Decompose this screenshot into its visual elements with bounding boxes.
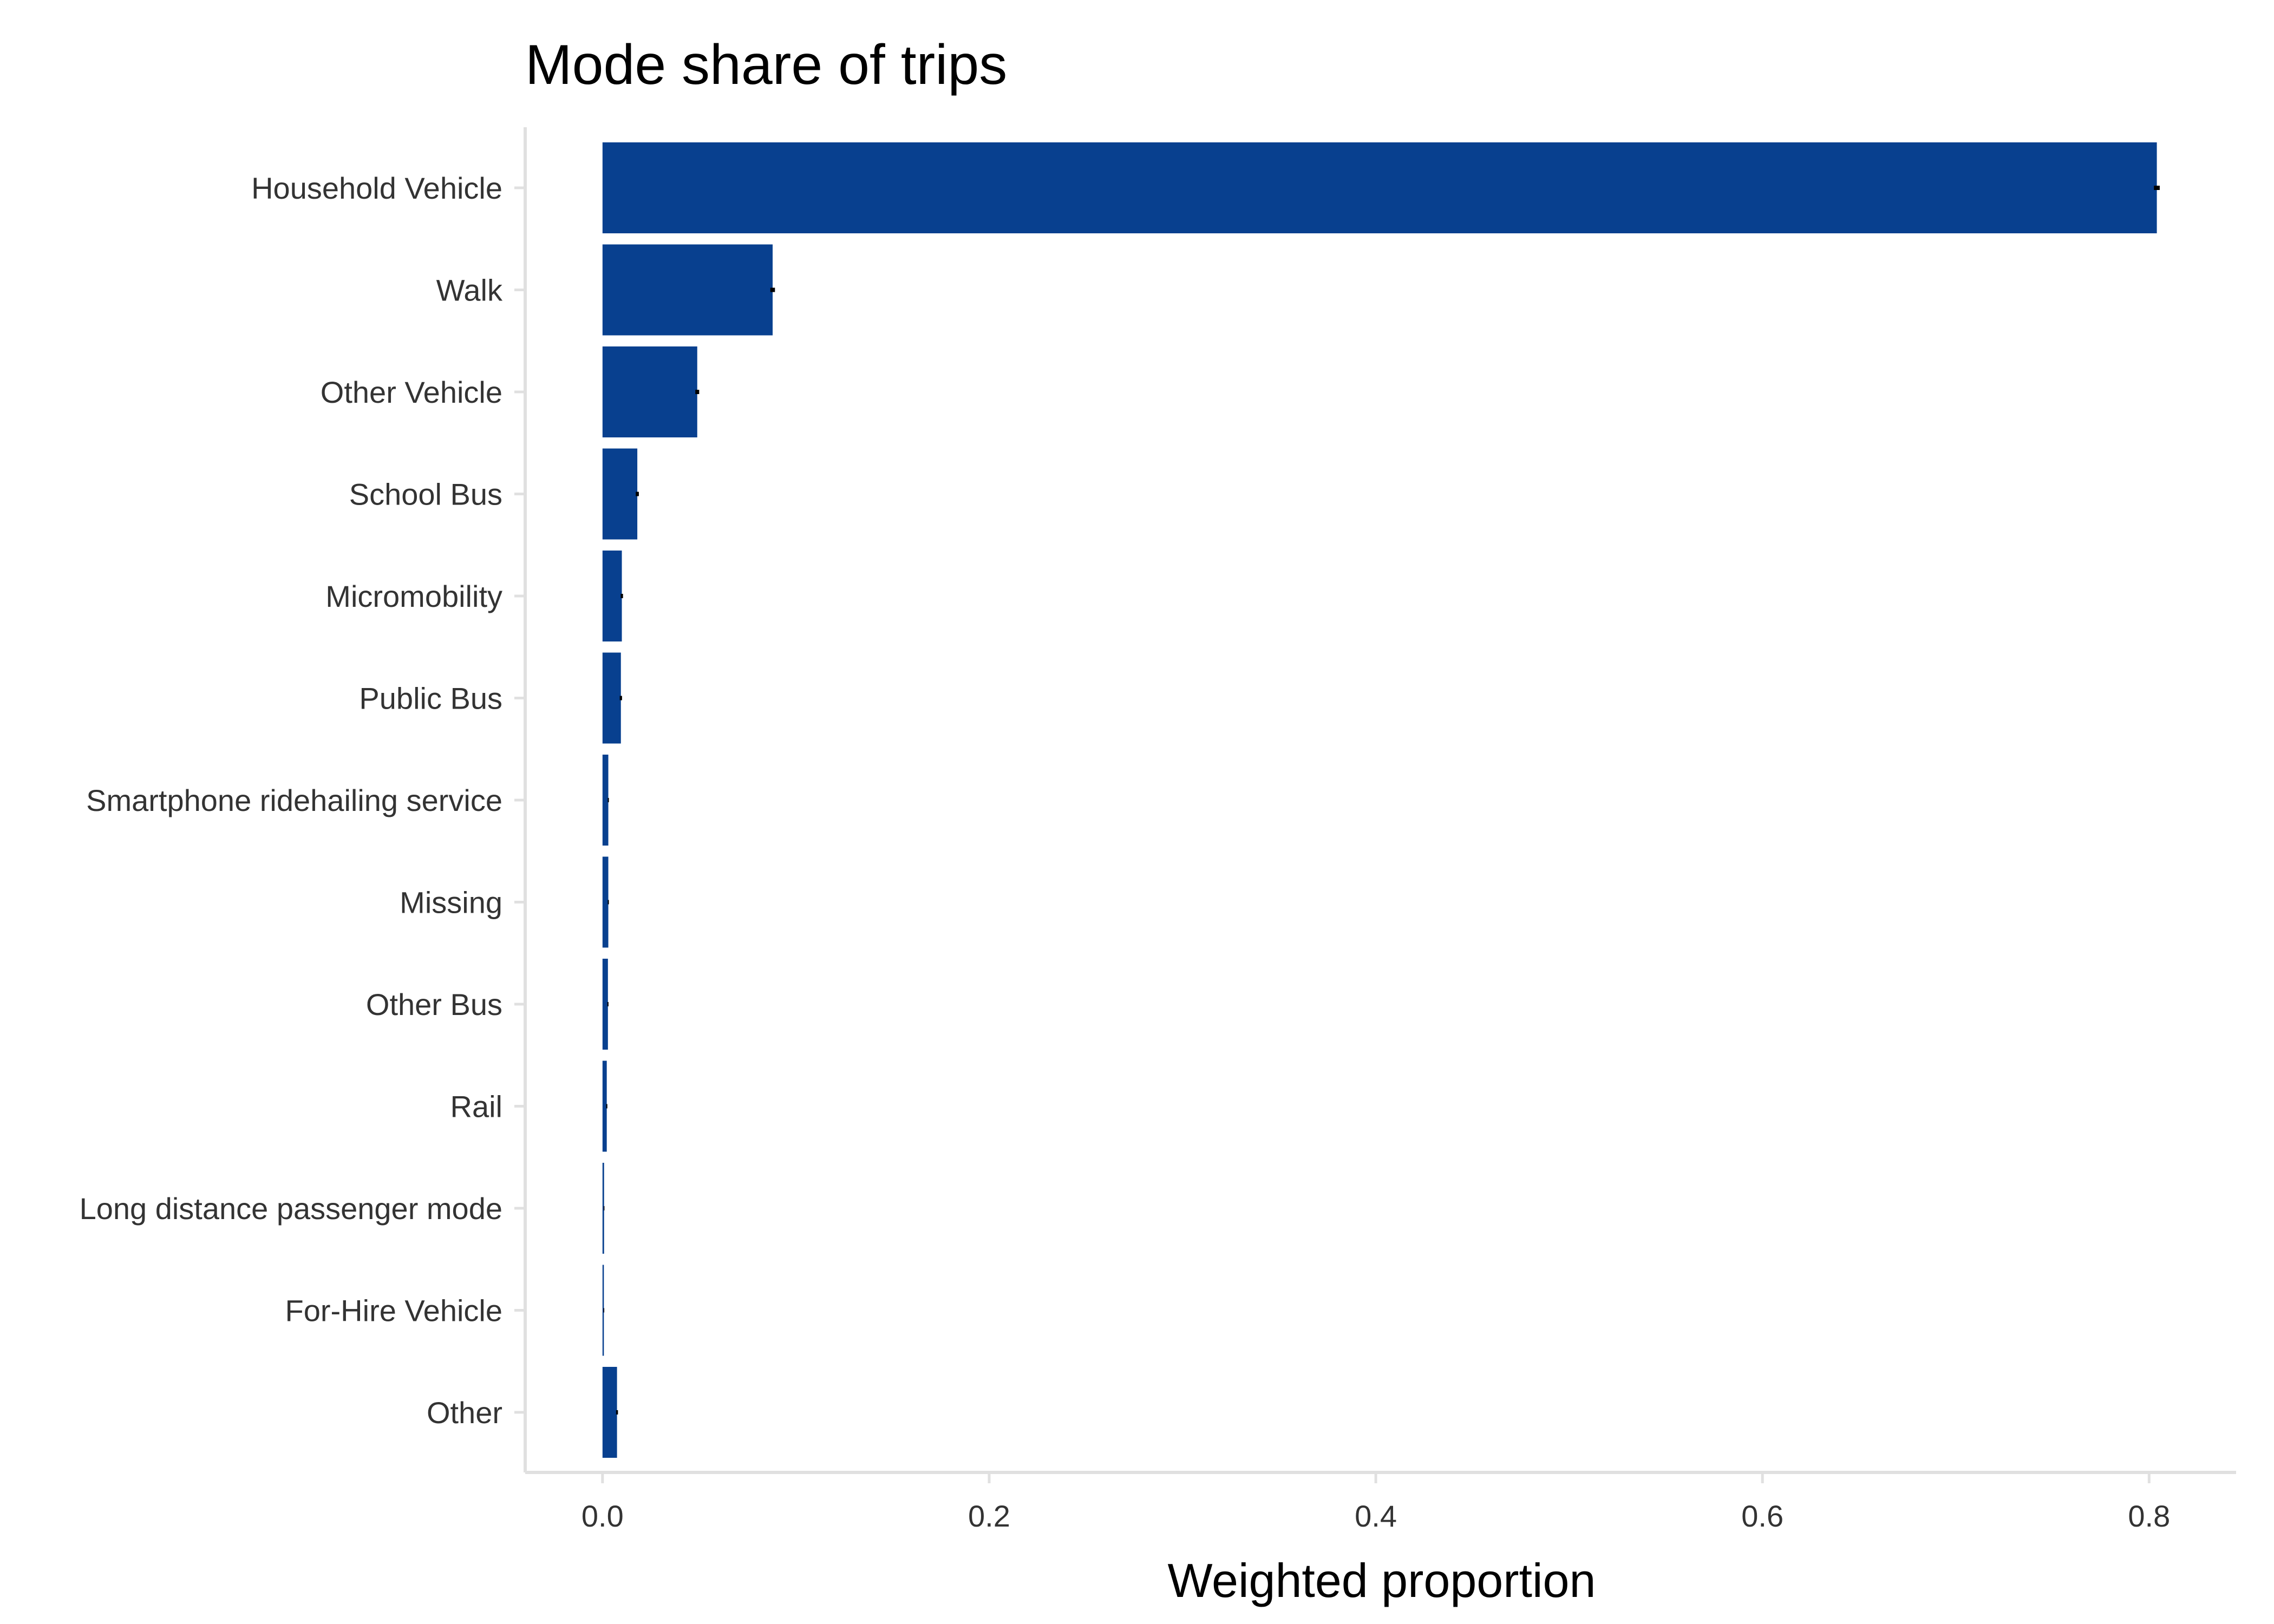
y-tick-label-other-bus: Other Bus: [366, 987, 502, 1021]
y-tick-label-school-bus: School Bus: [349, 477, 502, 512]
x-tick-label-1: 0.2: [968, 1499, 1010, 1533]
y-tick-label-missing: Missing: [400, 886, 502, 920]
y-tick-label-micromobility: Micromobility: [325, 579, 502, 613]
bar-other: [602, 1367, 617, 1458]
bars: [602, 142, 2157, 1458]
y-tick-label-other: Other: [427, 1396, 502, 1430]
y-tick-label-long-distance-passenger-mode: Long distance passenger mode: [80, 1191, 502, 1226]
bar-rail: [602, 1060, 607, 1152]
bar-other-vehicle: [602, 346, 697, 437]
chart-title: Mode share of trips: [525, 34, 1007, 96]
error-bars: [603, 186, 2160, 1415]
bar-public-bus: [602, 652, 621, 744]
bar-micromobility: [602, 551, 622, 641]
x-axis-ticks: [601, 1472, 2151, 1483]
y-tick-label-walk: Walk: [436, 273, 503, 307]
x-axis-tick-labels: 0.0 0.2 0.4 0.6 0.8: [581, 1499, 2170, 1533]
bar-long-distance-passenger-mode: [602, 1163, 604, 1254]
bar-walk: [602, 244, 773, 336]
bar-school-bus: [602, 448, 638, 540]
x-axis-title: Weighted proportion: [1168, 1554, 1596, 1607]
bar-smartphone-ridehailing-service: [602, 755, 609, 846]
y-tick-label-public-bus: Public Bus: [359, 682, 502, 716]
bar-for-hire-vehicle: [602, 1265, 604, 1356]
x-tick-label-4: 0.8: [2128, 1499, 2170, 1533]
y-tick-label-for-hire-vehicle: For-Hire Vehicle: [285, 1294, 502, 1328]
x-tick-label-2: 0.4: [1355, 1499, 1397, 1533]
bar-household-vehicle: [602, 142, 2157, 233]
y-tick-label-other-vehicle: Other Vehicle: [321, 375, 502, 409]
y-axis-ticks: [514, 186, 525, 1414]
x-tick-label-3: 0.6: [1741, 1499, 1783, 1533]
y-axis-labels: Household Vehicle Walk Other Vehicle School…: [80, 171, 503, 1430]
y-tick-label-smartphone-ridehailing-service: Smartphone ridehailing service: [86, 783, 502, 817]
bar-other-bus: [602, 959, 608, 1050]
bar-missing: [602, 856, 609, 948]
x-tick-label-0: 0.0: [581, 1499, 624, 1533]
y-tick-label-household-vehicle: Household Vehicle: [251, 171, 502, 205]
y-tick-label-rail: Rail: [450, 1090, 502, 1124]
